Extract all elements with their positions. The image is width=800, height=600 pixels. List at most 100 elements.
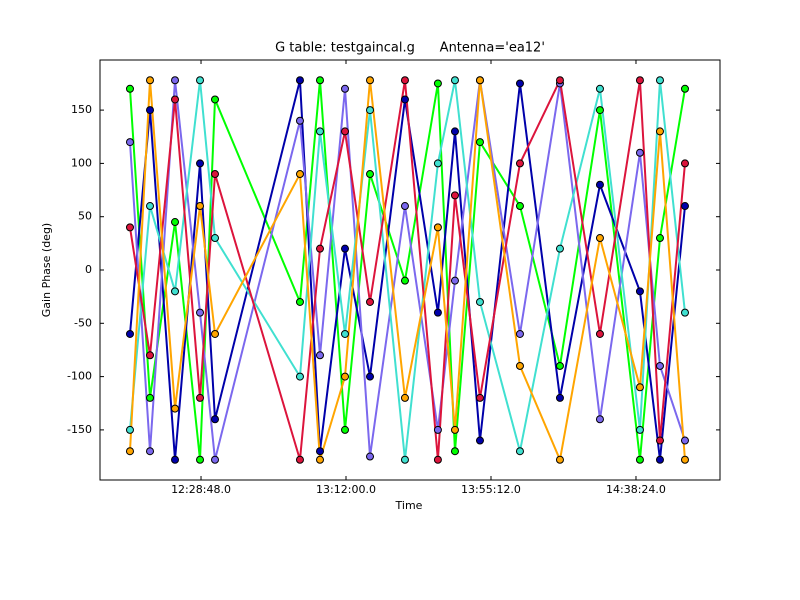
data-point: [635, 287, 644, 296]
data-point: [341, 244, 350, 253]
data-point: [595, 234, 604, 243]
data-point: [635, 148, 644, 157]
y-tick-label: 0: [85, 263, 92, 276]
data-point: [555, 455, 564, 464]
data-point: [595, 84, 604, 93]
data-point: [171, 287, 180, 296]
data-point: [515, 202, 524, 211]
data-point: [196, 76, 205, 85]
data-point: [655, 361, 664, 370]
data-point: [196, 159, 205, 168]
data-point: [655, 436, 664, 445]
data-point: [655, 234, 664, 243]
data-point: [555, 244, 564, 253]
x-axis-label: Time: [395, 499, 423, 512]
y-tick-label: -100: [67, 370, 92, 383]
data-point: [680, 308, 689, 317]
data-point: [196, 202, 205, 211]
data-point: [171, 218, 180, 227]
data-point: [341, 372, 350, 381]
data-point: [366, 372, 375, 381]
data-point: [595, 329, 604, 338]
data-point: [475, 393, 484, 402]
data-point: [171, 95, 180, 104]
data-point: [125, 425, 134, 434]
data-point: [315, 244, 324, 253]
data-point: [196, 455, 205, 464]
data-point: [400, 76, 409, 85]
data-point: [433, 223, 442, 232]
data-point: [341, 425, 350, 434]
data-point: [315, 76, 324, 85]
data-point: [680, 84, 689, 93]
data-point: [146, 76, 155, 85]
data-point: [146, 447, 155, 456]
data-point: [515, 329, 524, 338]
data-point: [433, 308, 442, 317]
data-point: [295, 76, 304, 85]
data-point: [555, 393, 564, 402]
data-point: [366, 297, 375, 306]
data-point: [295, 170, 304, 179]
data-point: [125, 447, 134, 456]
data-point: [433, 79, 442, 88]
data-point: [211, 329, 220, 338]
y-tick-label: 50: [78, 210, 92, 223]
data-point: [400, 95, 409, 104]
data-point: [125, 223, 134, 232]
data-point: [211, 95, 220, 104]
data-point: [400, 455, 409, 464]
data-point: [515, 159, 524, 168]
data-point: [475, 297, 484, 306]
data-point: [366, 170, 375, 179]
data-point: [450, 76, 459, 85]
y-tick-label: 100: [71, 156, 92, 169]
data-point: [450, 191, 459, 200]
data-point: [211, 234, 220, 243]
chart-title: G table: testgaincal.g Antenna='ea12': [275, 41, 545, 56]
plot-area: [125, 76, 689, 464]
data-point: [315, 455, 324, 464]
data-point: [146, 351, 155, 360]
data-point: [125, 84, 134, 93]
data-point: [196, 308, 205, 317]
data-point: [450, 425, 459, 434]
data-point: [341, 84, 350, 93]
data-point: [595, 415, 604, 424]
data-point: [433, 159, 442, 168]
data-point: [211, 415, 220, 424]
data-point: [515, 361, 524, 370]
data-point: [595, 180, 604, 189]
x-tick-label: 12:28:48.0: [171, 483, 231, 496]
data-point: [450, 127, 459, 136]
data-point: [450, 447, 459, 456]
data-point: [146, 106, 155, 115]
data-point: [171, 455, 180, 464]
data-point: [433, 455, 442, 464]
data-point: [655, 455, 664, 464]
x-tick-label: 13:12:00.0: [316, 483, 376, 496]
data-point: [680, 202, 689, 211]
data-point: [400, 202, 409, 211]
data-point: [635, 425, 644, 434]
data-point: [475, 436, 484, 445]
data-point: [595, 106, 604, 115]
data-point: [125, 138, 134, 147]
data-point: [315, 351, 324, 360]
data-point: [655, 76, 664, 85]
data-point: [515, 79, 524, 88]
data-point: [341, 329, 350, 338]
data-point: [171, 76, 180, 85]
data-point: [366, 452, 375, 461]
data-point: [196, 393, 205, 402]
data-point: [555, 361, 564, 370]
data-point: [295, 116, 304, 125]
data-point: [315, 447, 324, 456]
data-point: [680, 436, 689, 445]
data-point: [295, 372, 304, 381]
data-point: [315, 127, 324, 136]
data-point: [400, 393, 409, 402]
data-point: [295, 297, 304, 306]
